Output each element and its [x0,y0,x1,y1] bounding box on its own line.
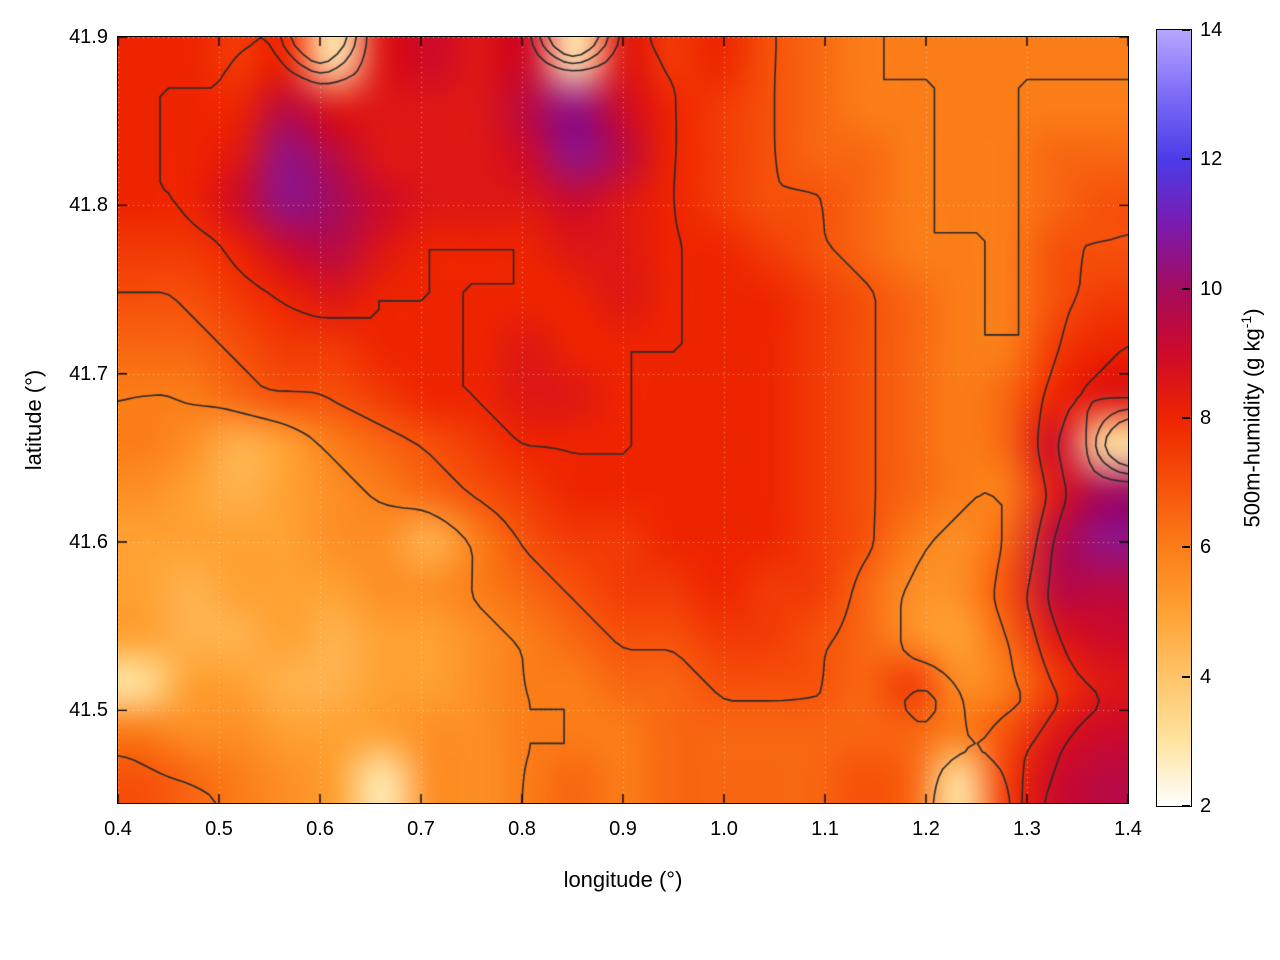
colorbar-tick-label: 2 [1200,795,1212,817]
colorbar-label-superscript: -1 [1238,315,1254,329]
x-tick-label: 1.2 [912,818,940,840]
colorbar-tick-mark [1182,417,1190,419]
colorbar-label-text: 500m-humidity (g kg [1239,328,1265,528]
x-axis-label: longitude (°) [563,867,683,892]
y-tick-label: 41.9 [69,26,108,48]
colorbar-tick-label: 10 [1200,277,1223,300]
x-tick-label: 1.1 [811,818,839,840]
y-tick-label: 41.6 [69,531,108,554]
colorbar-tick-mark [1182,29,1190,31]
y-axis-label: latitude (°) [21,369,46,471]
x-tick-label: 0.4 [104,818,132,840]
x-tick-label: 1.4 [1114,818,1142,840]
x-tick-label: 1.3 [1013,818,1041,840]
colorbar-tick-mark [1182,158,1190,161]
plot-area [117,36,1129,804]
colorbar-tick-mark [1182,805,1190,807]
colorbar-tick-label: 6 [1200,536,1212,559]
x-tick-label: 0.9 [609,818,637,840]
colorbar-tick-label: 12 [1200,148,1223,171]
y-tick-label: 41.8 [69,194,108,217]
x-tick-label: 0.7 [407,818,435,840]
x-tick-label: 1.0 [710,818,738,840]
colorbar-label: 500m-humidity (g kg-1) [1232,218,1264,618]
x-tick-label: 0.5 [205,818,233,840]
y-tick-label: 41.5 [69,699,108,722]
heatmap-canvas [118,37,1128,803]
colorbar-tick-mark [1182,546,1190,549]
x-tick-label: 0.6 [306,818,334,840]
y-tick-label: 41.7 [69,362,108,385]
colorbar-tick-mark [1182,287,1190,290]
colorbar-label-close-paren: ) [1239,308,1265,316]
colorbar-tick-label: 4 [1200,665,1212,688]
colorbar-tick-mark [1182,675,1190,678]
x-tick-label: 0.8 [508,818,536,840]
colorbar-tick-label: 8 [1200,407,1212,429]
colorbar-tick-label: 14 [1200,19,1223,41]
